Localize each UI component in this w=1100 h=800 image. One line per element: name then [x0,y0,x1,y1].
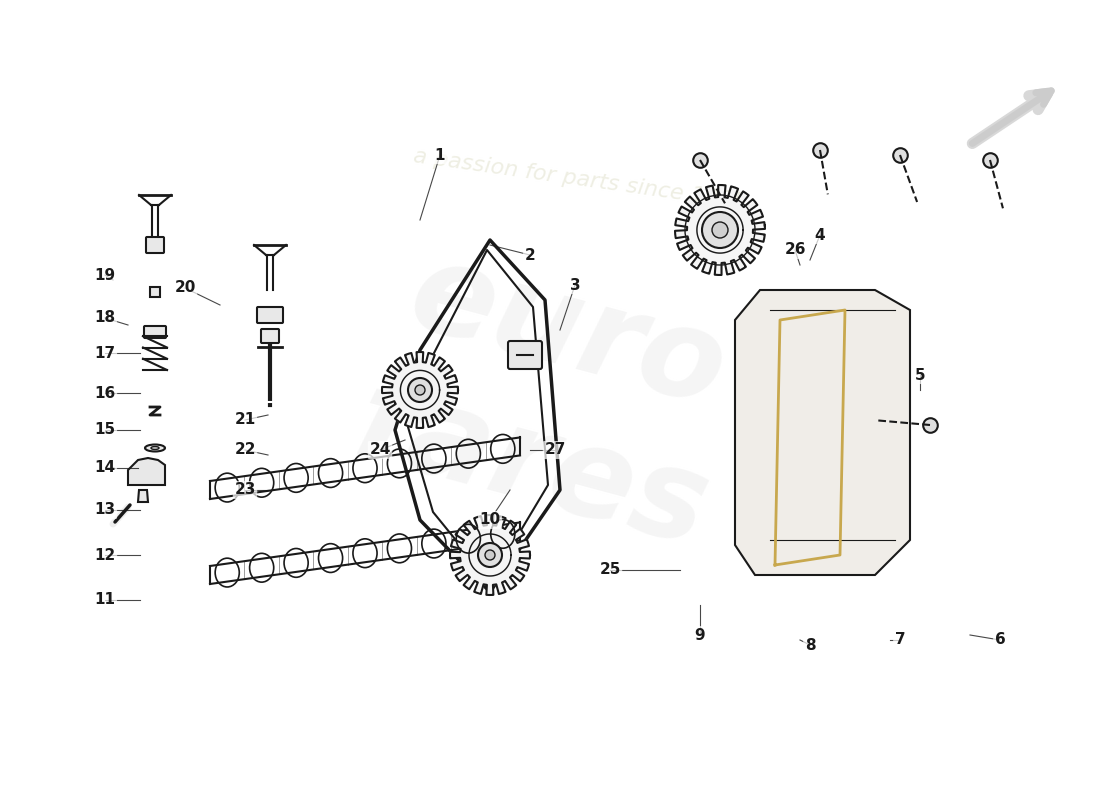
Circle shape [712,222,728,238]
Text: 23: 23 [234,482,255,498]
Polygon shape [675,185,764,275]
Text: 12: 12 [95,547,116,562]
Text: 1: 1 [434,147,446,162]
Text: euro
fares: euro fares [342,227,758,573]
Circle shape [478,543,502,567]
Text: 26: 26 [784,242,805,258]
Text: 17: 17 [95,346,116,361]
Text: 5: 5 [915,367,925,382]
FancyBboxPatch shape [146,237,164,253]
Text: 19: 19 [95,267,116,282]
Text: 8: 8 [805,638,815,653]
Text: 3: 3 [570,278,581,293]
FancyArrowPatch shape [972,94,1047,143]
Text: 13: 13 [95,502,116,518]
Polygon shape [382,352,458,428]
FancyBboxPatch shape [144,326,166,338]
Ellipse shape [145,445,165,451]
Circle shape [485,550,495,560]
Polygon shape [735,290,910,575]
Text: 20: 20 [174,281,196,295]
Text: 4: 4 [815,227,825,242]
Text: 9: 9 [695,627,705,642]
Text: 10: 10 [480,513,501,527]
Text: 6: 6 [994,633,1005,647]
Text: 24: 24 [370,442,390,458]
Text: a passion for parts since 1985: a passion for parts since 1985 [412,146,748,214]
Text: 14: 14 [95,461,116,475]
Polygon shape [128,458,165,485]
Circle shape [415,385,425,395]
Text: 22: 22 [234,442,255,458]
FancyBboxPatch shape [508,341,542,369]
FancyBboxPatch shape [257,307,283,323]
Text: 18: 18 [95,310,116,326]
FancyBboxPatch shape [261,329,279,343]
Circle shape [408,378,432,402]
FancyBboxPatch shape [150,287,160,297]
Text: 7: 7 [894,633,905,647]
Ellipse shape [151,446,160,450]
Text: 15: 15 [95,422,116,438]
Polygon shape [138,490,148,502]
Text: 27: 27 [544,442,565,458]
Polygon shape [450,515,530,595]
Text: 16: 16 [95,386,116,401]
Circle shape [702,212,738,248]
Text: 2: 2 [525,247,536,262]
Text: 21: 21 [234,413,255,427]
Text: 11: 11 [95,593,116,607]
Text: 25: 25 [600,562,620,578]
